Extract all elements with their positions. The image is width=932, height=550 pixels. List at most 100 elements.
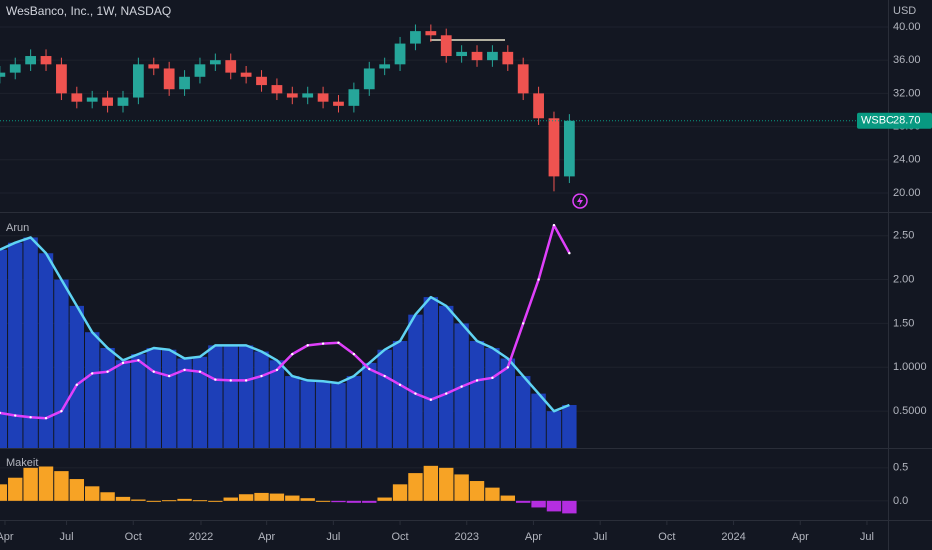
indicator-dot <box>429 398 433 401</box>
histogram-bar <box>131 354 146 448</box>
histogram-bar <box>377 497 392 501</box>
candle-body <box>502 51 514 65</box>
histogram-bar <box>177 498 192 501</box>
indicator-dot <box>75 383 79 387</box>
y-tick-label: 0.5000 <box>893 405 927 417</box>
indicator-line <box>0 223 571 420</box>
candle-body <box>132 64 144 98</box>
indicator-dot <box>260 374 263 378</box>
x-tick-label: Jul <box>60 531 74 543</box>
candle-body <box>102 97 113 106</box>
indicator-dot <box>306 344 309 347</box>
histogram-bar <box>69 305 85 448</box>
histogram-bar <box>500 358 515 448</box>
indicator-dot <box>91 372 94 375</box>
candle-body <box>0 72 6 77</box>
candle-body <box>333 101 344 106</box>
indicator-dot <box>244 379 248 382</box>
histogram-bar <box>377 349 392 448</box>
histogram-bar <box>439 305 454 448</box>
histogram-bar <box>115 496 131 501</box>
candle-body <box>302 93 314 98</box>
indicator-dot <box>152 370 155 373</box>
x-tick-label: Oct <box>391 531 408 543</box>
candle-body <box>487 51 498 61</box>
indicator-dot <box>414 392 417 395</box>
last-price-symbol: WSBC <box>861 115 894 127</box>
histogram-bar <box>161 500 177 502</box>
histogram-bar <box>392 484 408 501</box>
histogram-bar <box>423 465 439 501</box>
histogram-bar <box>54 471 69 501</box>
x-tick-label: Jul <box>326 531 340 543</box>
histogram-bar <box>269 360 285 448</box>
indicator-dot <box>383 374 386 378</box>
indicator-dot <box>491 376 494 380</box>
candle-body <box>456 51 468 57</box>
histogram-bar <box>192 500 208 502</box>
histogram-bar <box>546 500 562 512</box>
histogram-bar <box>346 376 362 448</box>
histogram-bar <box>315 500 331 502</box>
candle-body <box>71 93 83 102</box>
histogram-bar <box>146 347 161 448</box>
candle-body <box>379 64 391 69</box>
histogram-bar <box>423 297 439 448</box>
y-tick-label: 2.00 <box>893 273 914 285</box>
y-tick-label: 1.50 <box>893 317 914 329</box>
histogram-bar <box>485 347 500 448</box>
candle-body <box>548 118 560 177</box>
histogram-bar <box>0 249 8 448</box>
histogram-bar <box>546 411 562 448</box>
histogram-bar <box>346 500 362 503</box>
histogram-bar <box>362 500 377 503</box>
histogram-bar <box>100 347 115 448</box>
pane <box>0 24 888 194</box>
candle-body <box>240 72 252 77</box>
histogram-bar <box>362 362 377 448</box>
histogram-bar <box>531 393 546 448</box>
x-tick-label: 2022 <box>189 531 213 543</box>
indicator-dot <box>568 252 571 255</box>
indicator-dot <box>229 379 232 382</box>
indicator-dot <box>506 366 510 369</box>
indicator-dot <box>214 378 217 381</box>
lightning-icon[interactable] <box>572 193 588 209</box>
y-tick-label: 2.50 <box>893 230 914 242</box>
histogram-bar <box>285 376 300 448</box>
indicator-dot <box>537 278 540 281</box>
indicator-dot <box>398 383 402 387</box>
x-tick-label: Jul <box>593 531 607 543</box>
candle-body <box>40 56 52 65</box>
x-tick-label: 2023 <box>455 531 479 543</box>
indicator-dot <box>44 416 48 420</box>
histogram-bar <box>285 495 300 501</box>
histogram-bar <box>331 500 346 503</box>
histogram-bar <box>485 487 500 501</box>
histogram-bar <box>254 492 269 501</box>
candle-body <box>256 76 267 86</box>
candle-body <box>348 89 360 106</box>
candle-body <box>56 64 67 94</box>
candle-body <box>317 93 329 102</box>
y-tick-label: 24.00 <box>893 154 921 166</box>
histogram-bar <box>269 493 285 501</box>
pane <box>0 465 888 525</box>
pane <box>0 223 888 448</box>
indicator-dot <box>121 361 125 365</box>
histogram-bar <box>161 349 177 448</box>
histogram-bar <box>208 345 223 448</box>
indicator-dot <box>521 322 525 325</box>
indicator-dot <box>60 409 63 413</box>
histogram-bar <box>8 242 23 448</box>
histogram-bar <box>146 500 161 502</box>
x-tick-label: Oct <box>125 531 142 543</box>
indicator-dot <box>137 359 140 362</box>
indicator-dot <box>352 352 356 356</box>
y-tick-label: 20.00 <box>893 187 921 199</box>
indicator-dot <box>368 367 371 371</box>
histogram-bar <box>85 486 100 501</box>
histogram-bar <box>223 345 238 448</box>
indicator-line <box>0 236 570 413</box>
